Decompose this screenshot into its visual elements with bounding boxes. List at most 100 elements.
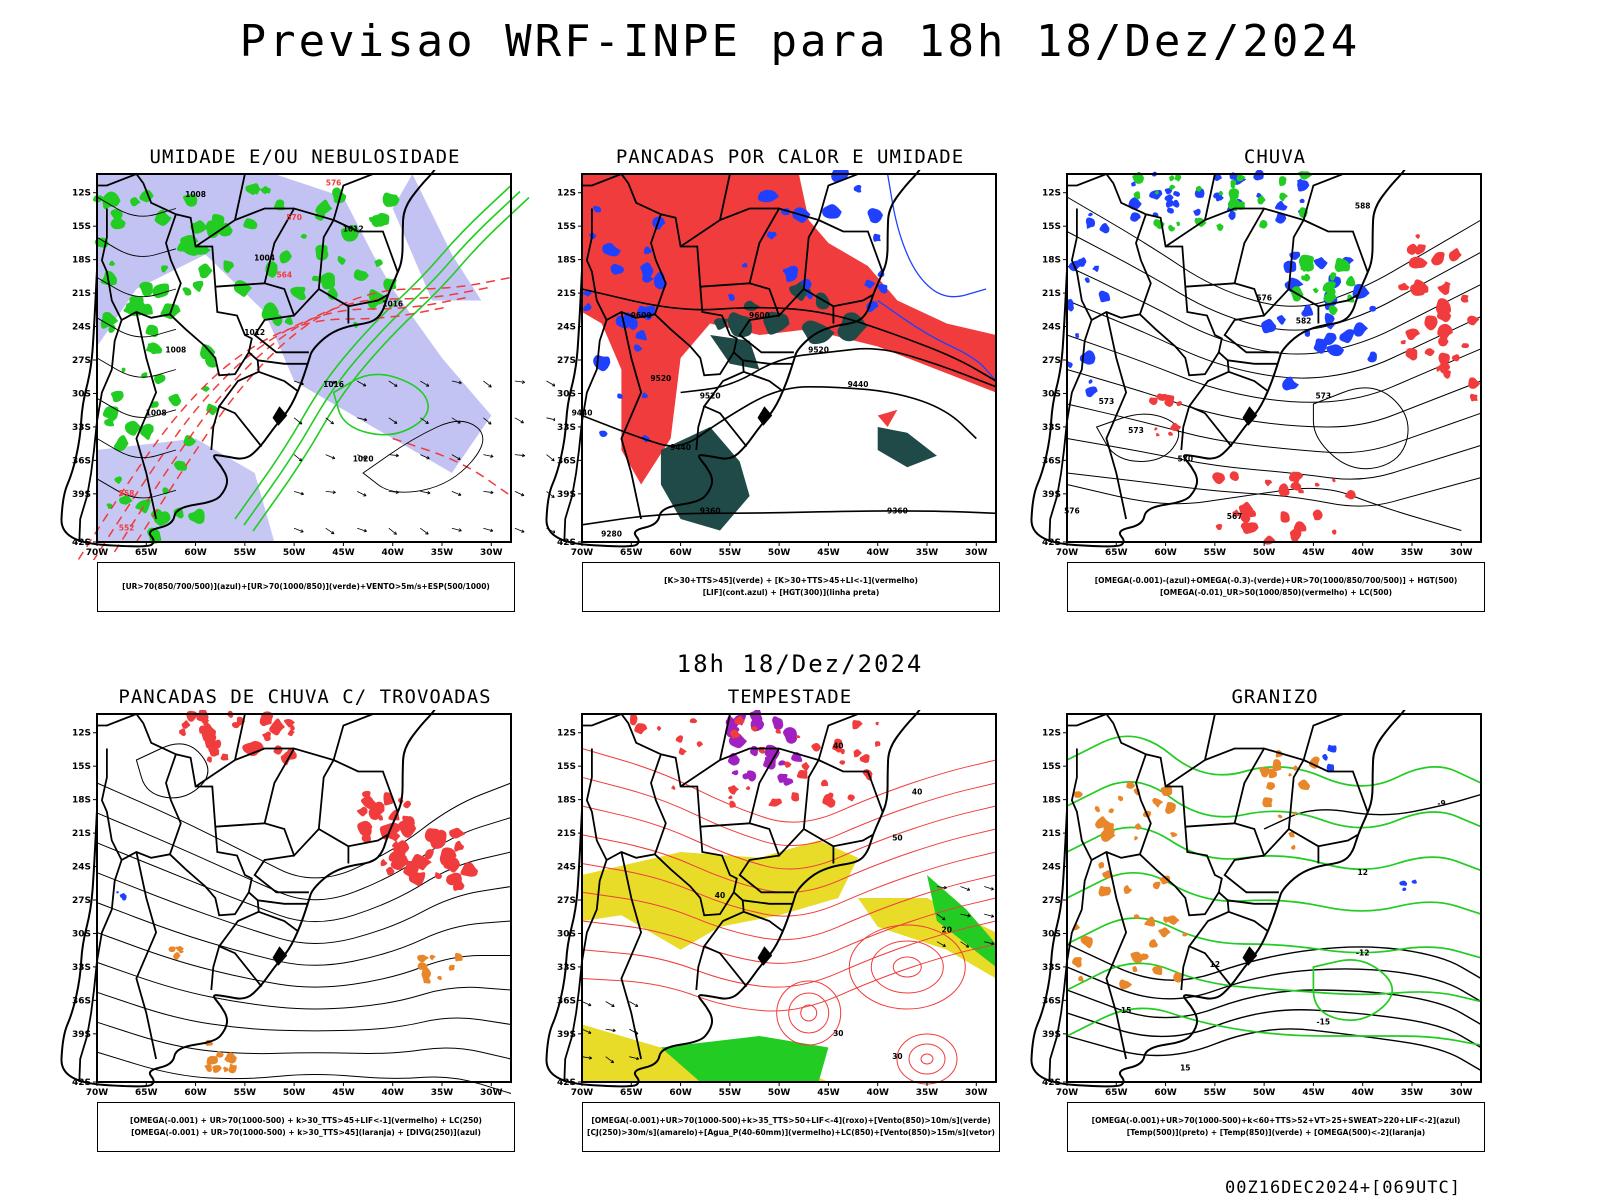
rain-green — [1345, 275, 1356, 287]
rain-blue — [1214, 173, 1223, 181]
lifted-index-contour — [873, 233, 881, 242]
rain-blue — [1261, 318, 1277, 334]
panel-title: GRANIZO — [1231, 686, 1319, 708]
omega-orange — [1144, 916, 1156, 927]
wind-vector — [936, 913, 946, 921]
green-contour — [192, 280, 204, 292]
precipitable-water-red — [820, 779, 829, 787]
rain-red — [1344, 489, 1356, 500]
country-border — [257, 359, 307, 365]
contour-label: 570 — [1177, 455, 1193, 464]
contour-label: 15 — [1180, 1064, 1190, 1073]
rain-green — [1231, 184, 1236, 189]
rain-red — [1156, 393, 1167, 401]
wind-vector — [420, 417, 429, 424]
country-border — [210, 406, 221, 451]
green-contour — [148, 342, 163, 355]
country-border — [78, 319, 123, 543]
contour-label: 576 — [326, 179, 342, 188]
thunderstorm-red — [362, 790, 371, 799]
lon-label: 65W — [620, 1088, 643, 1098]
streamline — [1066, 334, 1482, 403]
streamline-850 — [870, 940, 944, 994]
precipitable-water-red — [875, 721, 879, 726]
green-contour — [284, 316, 293, 325]
omega-orange — [1098, 862, 1105, 869]
thunderstorm-red — [371, 805, 376, 810]
wind-vector — [420, 490, 431, 495]
rain-blue — [1173, 191, 1181, 197]
contour-label: 9520 — [808, 345, 829, 354]
lat-label: 36S — [72, 456, 91, 466]
lat-label: 30S — [557, 389, 576, 399]
lon-label: 35W — [431, 548, 454, 558]
rain-blue — [1085, 386, 1098, 398]
thunderstorm-red — [460, 862, 479, 877]
rain-blue — [1098, 290, 1111, 303]
precipitable-water-red — [678, 747, 687, 756]
lat-label: 33S — [72, 963, 91, 973]
wind-vector — [420, 380, 430, 387]
omega-orange — [1288, 773, 1292, 777]
omega-orange — [1132, 966, 1138, 973]
legend-line: [OMEGA(-0.001)+UR>70(1000-500)+k>35_TTS>… — [591, 1116, 991, 1125]
rain-blue — [1088, 379, 1093, 384]
map-layer: 1008 1008 1012 1016 1016 1020 1004 1012 1008 576 5… — [60, 170, 555, 560]
legend-line: [OMEGA(-0.01)_UR>50(1000/850)(vermelho) … — [1159, 588, 1393, 597]
contour-label: 9600 — [631, 311, 652, 320]
wind-vector — [451, 417, 461, 424]
streamline-850 — [581, 851, 997, 917]
green-contour — [100, 311, 119, 329]
country-border — [1223, 854, 1279, 894]
lifted-index-contour — [640, 262, 654, 279]
lat-label: 15S — [557, 762, 576, 772]
wind-vector — [960, 941, 970, 948]
green-contour — [371, 214, 390, 228]
streamline-850 — [800, 1004, 818, 1022]
omega-orange — [1292, 765, 1299, 771]
lat-label: 36S — [557, 996, 576, 1006]
rain-green — [1312, 287, 1319, 294]
omega-orange — [1134, 836, 1138, 841]
rain-green — [1257, 195, 1266, 205]
legend-box: [UR>70(850/700/500)](azul)+[UR>70(1000/8… — [97, 562, 515, 612]
lon-label: 60W — [184, 1088, 207, 1098]
lon-label: 50W — [1253, 548, 1276, 558]
country-border — [348, 294, 389, 308]
wind-vector — [388, 453, 399, 458]
green-contour — [121, 367, 126, 373]
wind-vector — [388, 417, 398, 424]
country-border — [833, 294, 874, 308]
temp500-contour — [1066, 966, 1482, 1003]
omega-orange — [1072, 957, 1082, 968]
country-border — [1303, 759, 1369, 813]
rain-blue — [1326, 344, 1345, 357]
wind-vector — [451, 527, 462, 532]
country-border — [234, 173, 246, 221]
wind-vector — [960, 886, 971, 891]
country-border — [620, 311, 643, 520]
lon-label: 30W — [1450, 548, 1473, 558]
storm-purple — [731, 770, 739, 776]
lat-label: 12S — [1042, 729, 1061, 739]
rain-red — [1280, 511, 1290, 523]
wind-vector — [293, 417, 303, 425]
omega-orange — [1182, 932, 1188, 937]
contour-label: 576 — [1256, 294, 1272, 303]
lat-label: 18S — [557, 796, 576, 806]
wind-vector — [293, 527, 304, 533]
panel-trovoadas: PANCADAS DE CHUVA C/ TROVOADAS 12S 15S 18S… — [55, 686, 555, 1176]
wind-vector — [388, 490, 399, 494]
lat-label: 42S — [557, 1078, 576, 1088]
streamline-850 — [581, 776, 997, 847]
green-contour — [200, 344, 216, 360]
wind-vector — [357, 491, 367, 497]
rain-red — [1212, 472, 1225, 485]
lat-label: 21S — [1042, 289, 1061, 299]
wind-vector — [960, 913, 971, 918]
legend-box: [K>30+TTS>45](verde) + [K>30+TTS>45+LI<-… — [582, 562, 1000, 612]
legend-line: [OMEGA(-0.001) + UR>70(1000-500) + k>30_… — [131, 1128, 481, 1137]
omega-orange — [1134, 823, 1142, 830]
rain-red — [1448, 248, 1462, 262]
lat-label: 33S — [557, 423, 576, 433]
